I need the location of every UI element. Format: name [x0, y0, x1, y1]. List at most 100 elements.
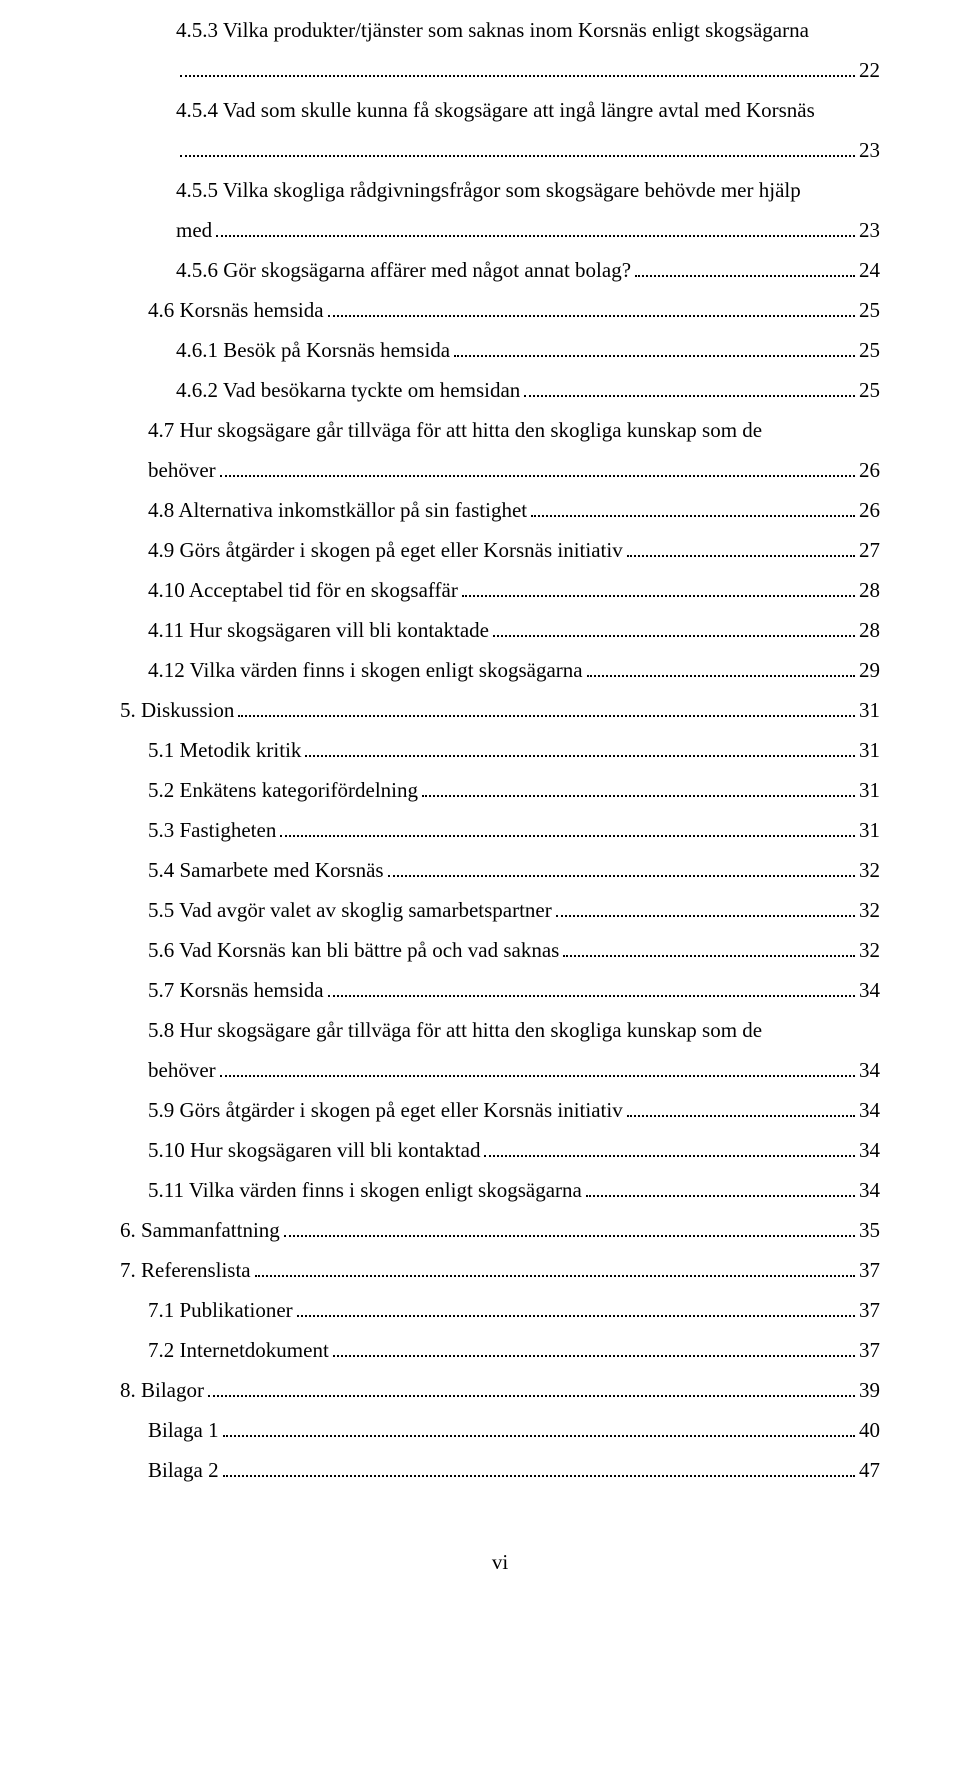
toc-entry: 8. Bilagor39: [120, 1370, 880, 1410]
toc-entry: 4.5.5 Vilka skogliga rådgivningsfrågor s…: [120, 170, 880, 250]
dot-leader: [635, 258, 855, 277]
toc-entry: 5.11 Vilka värden finns i skogen enligt …: [120, 1170, 880, 1210]
toc-entry: 5.3 Fastigheten31: [120, 810, 880, 850]
toc-page-number: 31: [859, 690, 880, 730]
dot-leader: [223, 1418, 855, 1437]
toc-label: 5.10 Hur skogsägaren vill bli kontaktad: [148, 1130, 480, 1170]
toc-entry: 6. Sammanfattning 35: [120, 1210, 880, 1250]
toc-entry: 7.2 Internetdokument 37: [120, 1330, 880, 1370]
toc-label: 4.5.3 Vilka produkter/tjänster som sakna…: [176, 18, 809, 42]
toc-page-number: 35: [859, 1210, 880, 1250]
toc-entry: 4.11 Hur skogsägaren vill bli kontaktade…: [120, 610, 880, 650]
dot-leader: [493, 618, 855, 637]
toc-entry: 5.2 Enkätens kategorifördelning31: [120, 770, 880, 810]
toc-label: 4.10 Acceptabel tid för en skogsaffär: [148, 570, 458, 610]
toc-page-number: 40: [859, 1410, 880, 1450]
dot-leader: [462, 578, 855, 597]
dot-leader: [208, 1378, 855, 1397]
toc-label: 4.8 Alternativa inkomstkällor på sin fas…: [148, 490, 527, 530]
toc-label: 5.3 Fastigheten: [148, 810, 276, 850]
toc-entry: 5.6 Vad Korsnäs kan bli bättre på och va…: [120, 930, 880, 970]
dot-leader: [333, 1338, 855, 1357]
toc-page-number: 25: [859, 370, 880, 410]
dot-leader: [563, 938, 855, 957]
toc-label: Bilaga 2: [148, 1450, 219, 1490]
toc-label: 4.6.1 Besök på Korsnäs hemsida: [176, 330, 450, 370]
toc-label: behöver: [148, 1050, 216, 1090]
dot-leader: [220, 458, 855, 477]
dot-leader: [422, 778, 855, 797]
dot-leader: [238, 698, 855, 717]
toc-entry: 4.12 Vilka värden finns i skogen enligt …: [120, 650, 880, 690]
dot-leader: [297, 1298, 855, 1317]
toc-label: 5. Diskussion: [120, 690, 234, 730]
toc-label: 8. Bilagor: [120, 1370, 204, 1410]
dot-leader: [627, 1098, 855, 1117]
dot-leader: [223, 1458, 855, 1477]
toc-entry: 4.9 Görs åtgärder i skogen på eget eller…: [120, 530, 880, 570]
dot-leader: [454, 338, 855, 357]
toc-label: behöver: [148, 450, 216, 490]
toc-label: 5.11 Vilka värden finns i skogen enligt …: [148, 1170, 582, 1210]
dot-leader: [586, 1178, 855, 1197]
toc-entry: 4.6.2 Vad besökarna tyckte om hemsidan 25: [120, 370, 880, 410]
toc-label: 4.11 Hur skogsägaren vill bli kontaktade: [148, 610, 489, 650]
dot-leader: [305, 738, 855, 757]
toc-entry: 5.9 Görs åtgärder i skogen på eget eller…: [120, 1090, 880, 1130]
toc-entry: 7.1 Publikationer 37: [120, 1290, 880, 1330]
dot-leader: [180, 138, 855, 157]
toc-label: 4.5.6 Gör skogsägarna affärer med något …: [176, 250, 631, 290]
toc-entry: 4.7 Hur skogsägare går tillväga för att …: [120, 410, 880, 490]
toc-label: 5.5 Vad avgör valet av skoglig samarbets…: [148, 890, 552, 930]
toc-page-number: 29: [859, 650, 880, 690]
dot-leader: [216, 218, 855, 237]
toc-label: 6. Sammanfattning: [120, 1210, 280, 1250]
toc-page-number: 31: [859, 730, 880, 770]
toc-entry: 5.7 Korsnäs hemsida34: [120, 970, 880, 1010]
toc-page-number: 37: [859, 1330, 880, 1370]
toc-page-number: 37: [859, 1290, 880, 1330]
toc-label: 5.4 Samarbete med Korsnäs: [148, 850, 384, 890]
toc-page-number: 32: [859, 930, 880, 970]
toc-label: 7. Referenslista: [120, 1250, 251, 1290]
toc-label: 5.8 Hur skogsägare går tillväga för att …: [148, 1010, 880, 1050]
toc-page-number: 28: [859, 610, 880, 650]
toc-page-number: 34: [859, 1170, 880, 1210]
toc-label: 7.1 Publikationer: [148, 1290, 293, 1330]
toc-page-number: 23: [859, 210, 880, 250]
toc-entry: 4.6 Korsnäs hemsida 25: [120, 290, 880, 330]
dot-leader: [328, 298, 855, 317]
toc-label: 4.6.2 Vad besökarna tyckte om hemsidan: [176, 370, 520, 410]
dot-leader: [531, 498, 855, 517]
toc-page-number: 34: [859, 1050, 880, 1090]
page-number: vi: [120, 1550, 880, 1575]
toc-page-number: 25: [859, 330, 880, 370]
toc-entry: 5.5 Vad avgör valet av skoglig samarbets…: [120, 890, 880, 930]
toc-page-number: 24: [859, 250, 880, 290]
toc-label: med: [176, 210, 212, 250]
dot-leader: [255, 1258, 855, 1277]
toc-entry: 4.10 Acceptabel tid för en skogsaffär28: [120, 570, 880, 610]
toc-label: 4.6 Korsnäs hemsida: [148, 290, 324, 330]
toc-page-number: 26: [859, 490, 880, 530]
toc-page-number: 22: [859, 50, 880, 90]
toc-label: 7.2 Internetdokument: [148, 1330, 329, 1370]
toc-entry: 4.8 Alternativa inkomstkällor på sin fas…: [120, 490, 880, 530]
toc-label: 5.7 Korsnäs hemsida: [148, 970, 324, 1010]
toc-label: 4.9 Görs åtgärder i skogen på eget eller…: [148, 530, 623, 570]
toc-label: 5.1 Metodik kritik: [148, 730, 301, 770]
toc-page-number: 32: [859, 850, 880, 890]
toc-page-number: 34: [859, 1090, 880, 1130]
toc-page-number: 25: [859, 290, 880, 330]
toc-entry: 5. Diskussion 31: [120, 690, 880, 730]
dot-leader: [556, 898, 855, 917]
dot-leader: [388, 858, 855, 877]
toc-entry: 4.6.1 Besök på Korsnäs hemsida 25: [120, 330, 880, 370]
toc-label: 4.12 Vilka värden finns i skogen enligt …: [148, 650, 583, 690]
toc-entry: 4.5.3 Vilka produkter/tjänster som sakna…: [120, 10, 880, 90]
toc-entry: 5.10 Hur skogsägaren vill bli kontaktad3…: [120, 1130, 880, 1170]
toc-label: 5.6 Vad Korsnäs kan bli bättre på och va…: [148, 930, 559, 970]
dot-leader: [328, 978, 855, 997]
dot-leader: [280, 818, 855, 837]
toc-page-number: 23: [859, 130, 880, 170]
